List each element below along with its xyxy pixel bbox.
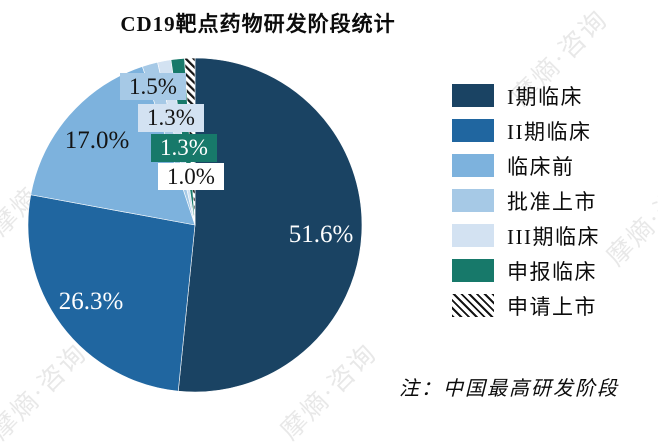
pie-label-nda-filed: 1.0% <box>158 163 224 190</box>
legend-item-phase3-clinical: III期临床 <box>452 224 600 249</box>
legend-label: 临床前 <box>507 154 575 179</box>
pie-label-phase2-clinical: 26.3% <box>58 288 124 315</box>
watermark-text: 摩熵·咨询 <box>601 164 658 272</box>
pie-label-phase3-clinical: 1.3% <box>138 104 204 132</box>
legend-item-phase2-clinical: II期临床 <box>452 119 600 144</box>
legend-label: 申请上市 <box>507 294 597 319</box>
legend-item-ind-filed: 申报临床 <box>452 259 600 284</box>
legend-label: 批准上市 <box>507 189 597 214</box>
legend-item-preclinical: 临床前 <box>452 154 600 179</box>
chart-note: 注：中国最高研发阶段 <box>399 378 619 400</box>
legend-item-phase1-clinical: I期临床 <box>452 84 600 109</box>
legend-swatch <box>452 154 494 177</box>
legend-swatch <box>452 259 494 282</box>
legend-swatch <box>452 294 494 317</box>
legend-swatch <box>452 84 494 107</box>
pie-label-approved: 1.5% <box>120 73 186 100</box>
legend-label: III期临床 <box>507 224 600 249</box>
pie-slice-I期临床 <box>177 57 363 393</box>
legend: I期临床 II期临床 临床前 批准上市 III期临床 申报临床 申请上市 <box>452 84 600 329</box>
legend-swatch <box>452 119 494 142</box>
legend-item-approved: 批准上市 <box>452 189 600 214</box>
legend-label: I期临床 <box>507 84 583 109</box>
pie-label-preclinical: 17.0% <box>64 127 130 154</box>
legend-label: 申报临床 <box>507 259 597 284</box>
chart-canvas: 摩熵·咨询 摩熵·咨询 摩熵·咨询 摩熵·咨询 摩熵·咨询 CD19靶点药物研发… <box>0 4 658 445</box>
legend-label: II期临床 <box>507 119 592 144</box>
legend-item-nda-filed: 申请上市 <box>452 294 600 319</box>
chart-title: CD19靶点药物研发阶段统计 <box>120 12 396 36</box>
pie-slice-II期临床 <box>27 194 196 392</box>
pie-label-phase1-clinical: 51.6% <box>288 221 354 248</box>
legend-swatch <box>452 189 494 212</box>
legend-swatch <box>452 224 494 247</box>
pie-label-ind-filed: 1.3% <box>151 134 217 162</box>
